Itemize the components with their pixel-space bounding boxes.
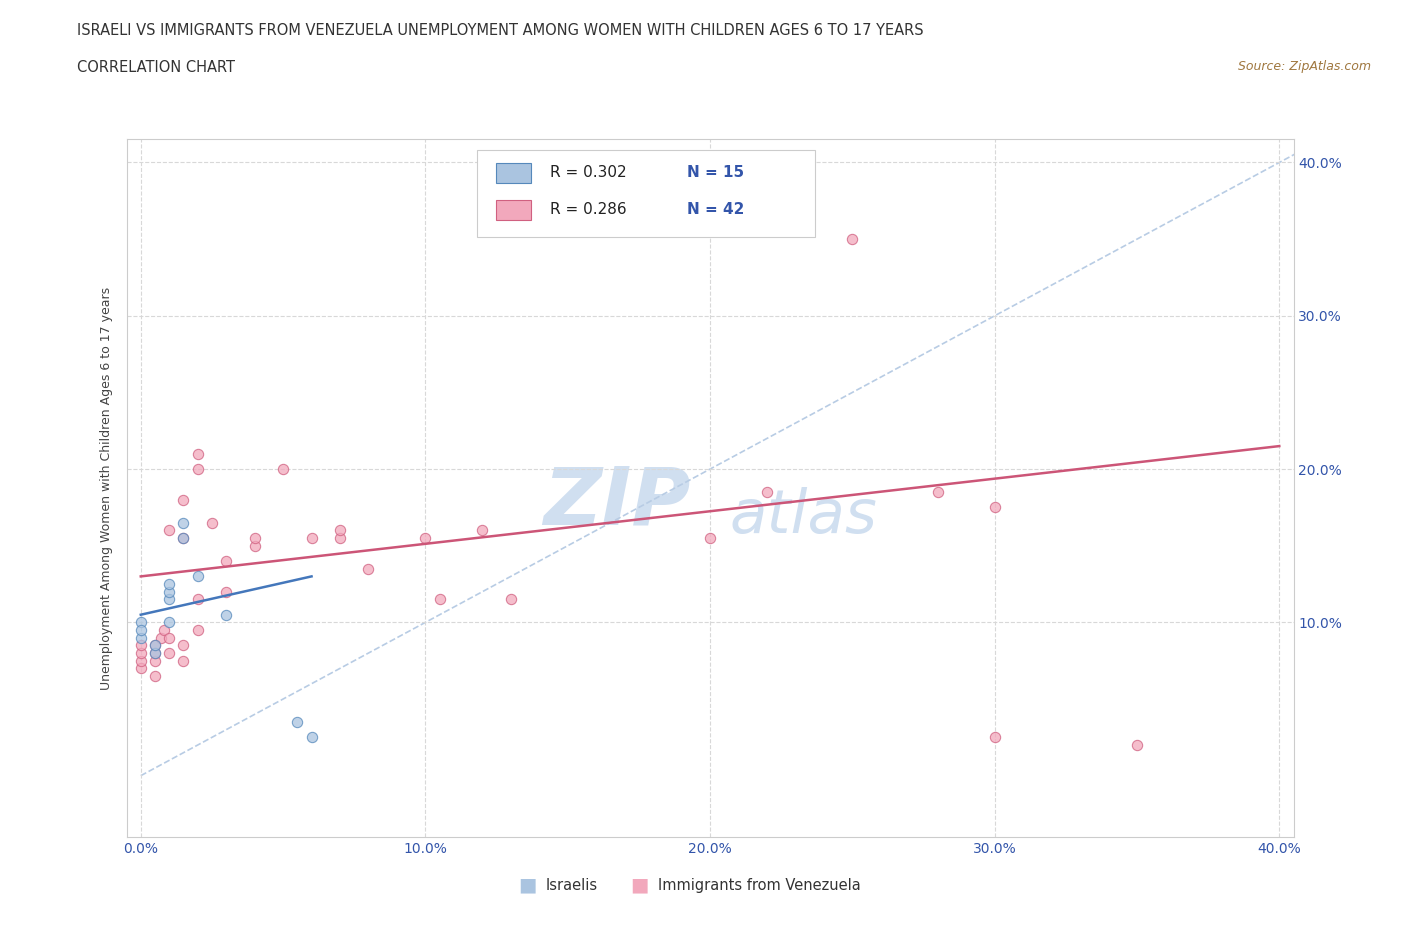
Text: Israelis: Israelis <box>546 878 598 893</box>
Point <box>201 515 224 530</box>
Text: atlas: atlas <box>730 486 877 546</box>
Point <box>187 569 209 584</box>
FancyBboxPatch shape <box>477 150 815 237</box>
Point <box>143 645 166 660</box>
Point <box>329 531 352 546</box>
Point <box>471 523 494 538</box>
Point <box>172 653 194 668</box>
Point <box>172 531 194 546</box>
Point <box>157 577 180 591</box>
Point <box>157 645 180 660</box>
Point <box>429 592 451 607</box>
Point <box>215 584 238 599</box>
Point <box>301 531 323 546</box>
FancyBboxPatch shape <box>496 200 531 219</box>
Point <box>285 714 308 729</box>
Point <box>143 638 166 653</box>
Point <box>157 631 180 645</box>
Point <box>243 531 266 546</box>
Point <box>699 531 721 546</box>
FancyBboxPatch shape <box>496 164 531 182</box>
Point <box>143 653 166 668</box>
Point <box>152 622 174 637</box>
Text: ZIP: ZIP <box>543 463 690 541</box>
Text: ■: ■ <box>630 876 650 895</box>
Point <box>172 492 194 507</box>
Point <box>499 592 522 607</box>
Point <box>841 232 863 246</box>
Point <box>215 607 238 622</box>
Point <box>329 523 352 538</box>
Point <box>215 553 238 568</box>
Point <box>983 730 1005 745</box>
Y-axis label: Unemployment Among Women with Children Ages 6 to 17 years: Unemployment Among Women with Children A… <box>100 286 114 690</box>
Point <box>129 645 152 660</box>
Point <box>1126 737 1149 752</box>
Point <box>187 461 209 476</box>
Text: ISRAELI VS IMMIGRANTS FROM VENEZUELA UNEMPLOYMENT AMONG WOMEN WITH CHILDREN AGES: ISRAELI VS IMMIGRANTS FROM VENEZUELA UNE… <box>77 23 924 38</box>
Point <box>172 531 194 546</box>
Point <box>129 638 152 653</box>
Text: R = 0.302: R = 0.302 <box>550 166 627 180</box>
Text: N = 15: N = 15 <box>686 166 744 180</box>
Point <box>157 592 180 607</box>
Point <box>157 584 180 599</box>
Point <box>172 638 194 653</box>
Point <box>301 730 323 745</box>
Point <box>415 531 437 546</box>
Text: N = 42: N = 42 <box>686 203 744 218</box>
Point <box>129 631 152 645</box>
Point <box>149 631 172 645</box>
Point <box>143 669 166 684</box>
Point <box>271 461 294 476</box>
Point <box>157 615 180 630</box>
Point <box>143 645 166 660</box>
Text: ■: ■ <box>517 876 537 895</box>
Point <box>187 446 209 461</box>
Point <box>357 562 380 577</box>
Text: CORRELATION CHART: CORRELATION CHART <box>77 60 235 75</box>
Point <box>172 515 194 530</box>
Point <box>187 592 209 607</box>
Point <box>129 653 152 668</box>
Point <box>755 485 778 499</box>
Text: R = 0.286: R = 0.286 <box>550 203 627 218</box>
Text: Source: ZipAtlas.com: Source: ZipAtlas.com <box>1237 60 1371 73</box>
Point <box>187 622 209 637</box>
Point <box>243 538 266 553</box>
Point <box>129 661 152 676</box>
Point <box>129 615 152 630</box>
Point <box>129 622 152 637</box>
Point <box>983 500 1005 515</box>
Point <box>927 485 949 499</box>
Text: Immigrants from Venezuela: Immigrants from Venezuela <box>658 878 860 893</box>
Point <box>157 523 180 538</box>
Point <box>143 638 166 653</box>
